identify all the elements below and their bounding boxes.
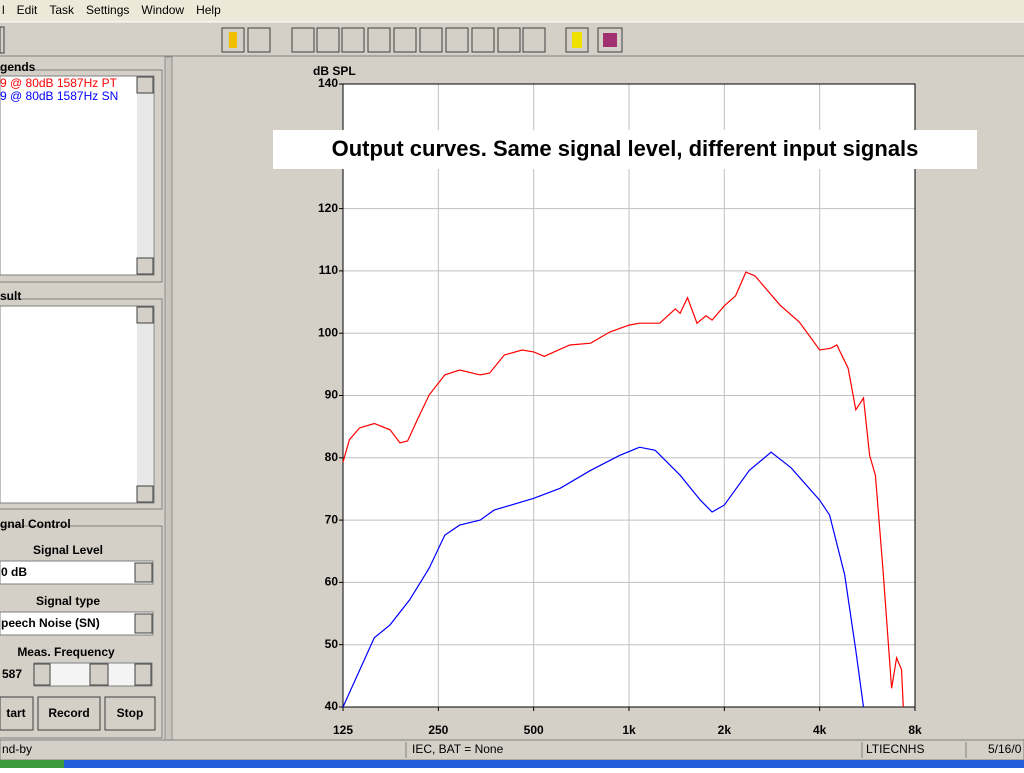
group-title: sult [0,289,21,303]
x-tick-label: 1k [622,723,636,737]
status-text: nd-by [2,742,32,756]
x-tick-label: 8k [908,723,922,737]
plot-border [342,83,916,708]
slider-thumb[interactable] [89,663,109,686]
field-label: Signal Level [33,543,103,557]
menu-bar [0,0,1024,22]
scroll-up[interactable] [136,306,154,324]
tools-button[interactable] [247,27,271,53]
tool-button[interactable] [291,27,315,53]
scroll-down[interactable] [136,485,154,503]
x-tick-label: 250 [428,723,448,737]
y-tick-label: 100 [318,325,338,339]
group-frame [0,69,163,283]
taskbar [0,760,1024,768]
dropdown-arrow[interactable] [134,562,153,583]
y-tick-label: 120 [318,201,338,215]
field-label: Signal type [36,594,100,608]
y-tick-label: 110 [319,263,339,277]
stop-button[interactable] [104,696,156,731]
tool-button[interactable] [419,27,443,53]
chart: 40 50 60 70 80 90 100 110 120 140 125 250 500 1k 2k 4k 8… [273,64,977,737]
group-title: gends [0,60,36,74]
group-frame [0,525,163,739]
scrollbar[interactable] [137,307,153,502]
x-tick-label: 2k [718,723,732,737]
field-label: Meas. Frequency [17,645,115,659]
start-menu[interactable] [0,760,64,768]
tool-button[interactable] [393,27,417,53]
group-title: gnal Control [0,517,71,531]
icon [229,32,237,48]
button-label: tart [6,706,25,720]
scroll-up[interactable] [136,76,154,94]
legend-entry: 9 @ 80dB 1587Hz PT [0,76,118,90]
left-panel: gends 9 @ 80dB 1587Hz PT9 @ 80dB 1587Hz … [0,60,163,739]
tool-button[interactable] [471,27,495,53]
tool-button[interactable] [316,27,340,53]
toolbar-button[interactable] [0,26,5,54]
toolbar [0,26,623,54]
menu-item[interactable]: Task [49,3,75,17]
annotation-box [273,130,977,169]
tool-button[interactable] [341,27,365,53]
dropdown-value: peech Noise (SN) [1,616,100,630]
record-button[interactable] [37,696,101,731]
x-tick-label: 4k [813,723,827,737]
dropdown-value: 0 dB [1,565,27,579]
y-tick-label: 60 [325,575,339,589]
tool-button[interactable] [497,27,521,53]
y-tick-label: 50 [325,637,339,651]
result-box[interactable] [0,305,155,504]
freq-value: 587 [2,667,22,681]
slider-left[interactable] [33,663,51,686]
y-tick-label: 140 [318,76,338,90]
level-dropdown[interactable] [0,560,154,585]
y-tick-label: 70 [325,512,339,526]
menu-item[interactable]: Edit [17,3,38,17]
series-line [342,271,904,708]
x-tick-label: 500 [524,723,544,737]
tool-button[interactable] [445,27,469,53]
status-text: LTIECNHS [866,742,924,756]
button-label: Stop [117,706,144,720]
y-axis-label: dB SPL [313,64,356,78]
status-text: IEC, BAT = None [412,742,504,756]
menu-item[interactable]: Settings [86,3,129,17]
menu: l Edit Task Settings Window Help [2,3,221,17]
tool-button[interactable] [367,27,391,53]
icon [603,33,617,47]
y-tick-label: 40 [325,699,339,713]
menu-item[interactable]: l [2,3,5,17]
x-tick-label: 125 [333,723,353,737]
type-dropdown[interactable] [0,611,154,636]
legend-list[interactable] [0,75,155,276]
icon [572,32,582,48]
y-tick-label: 90 [325,388,339,402]
tool-button[interactable] [522,27,546,53]
slider-right[interactable] [134,663,152,686]
series-line [342,446,865,708]
scroll-down[interactable] [136,257,154,275]
splitter[interactable] [164,56,173,741]
start-button[interactable] [0,696,34,731]
scrollbar[interactable] [137,77,153,274]
status-text: 5/16/0 [988,742,1022,756]
annotation: Output curves. Same signal level, differ… [332,136,919,161]
dropdown-arrow[interactable] [134,613,153,634]
legend: 9 @ 80dB 1587Hz PT9 @ 80dB 1587Hz SN [0,76,118,103]
menu-item[interactable]: Help [196,3,221,17]
menu-item[interactable]: Window [141,3,184,17]
group-frame [0,298,163,510]
button-label: Record [48,706,89,720]
legend-entry: 9 @ 80dB 1587Hz SN [0,89,118,103]
y-tick-label: 80 [325,450,339,464]
